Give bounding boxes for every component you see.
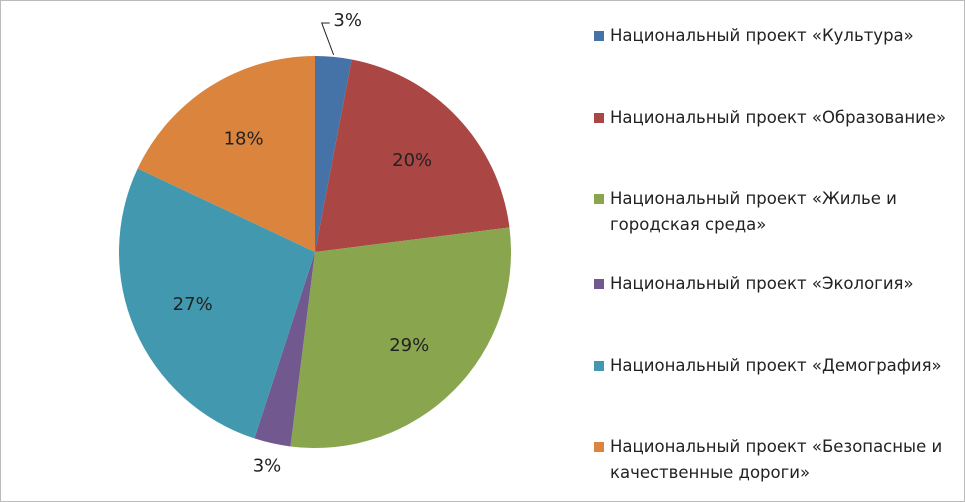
legend-label: Национальный проект «Жилье и городская с…: [610, 189, 897, 234]
legend-label: Национальный проект «Образование»: [610, 108, 947, 127]
legend-entry: Национальный проект «Культура»: [594, 23, 955, 49]
data-label: 20%: [392, 150, 432, 171]
legend-swatch: [594, 279, 604, 289]
legend-entry: Национальный проект «Экология»: [594, 271, 955, 297]
pie-slice: [315, 59, 510, 253]
data-label: 29%: [389, 335, 429, 356]
legend-swatch: [594, 361, 604, 371]
pie-slice: [118, 168, 316, 439]
legend-entry: Национальный проект «Жилье и городская с…: [594, 186, 955, 238]
legend-swatch: [594, 113, 604, 123]
data-label: 3%: [333, 10, 362, 31]
legend-label: Национальный проект «Культура»: [610, 26, 914, 45]
pie-slice: [290, 227, 511, 448]
legend-swatch: [594, 31, 604, 41]
legend-entry: Национальный проект «Безопасные и качест…: [594, 434, 955, 486]
pie-slice: [137, 56, 315, 252]
legend-swatch: [594, 442, 604, 452]
legend-label: Национальный проект «Демография»: [610, 356, 942, 375]
legend-label: Национальный проект «Безопасные и качест…: [610, 437, 943, 482]
leader-line: [320, 22, 335, 56]
data-label: 27%: [173, 294, 213, 315]
data-label: 3%: [253, 456, 282, 477]
legend-swatch: [594, 194, 604, 204]
legend-label: Национальный проект «Экология»: [610, 274, 914, 293]
legend-entry: Национальный проект «Демография»: [594, 353, 955, 379]
pie-slice: [254, 252, 315, 447]
legend-entry: Национальный проект «Образование»: [594, 105, 955, 131]
data-label: 18%: [224, 128, 264, 149]
pie-slice: [315, 56, 352, 252]
